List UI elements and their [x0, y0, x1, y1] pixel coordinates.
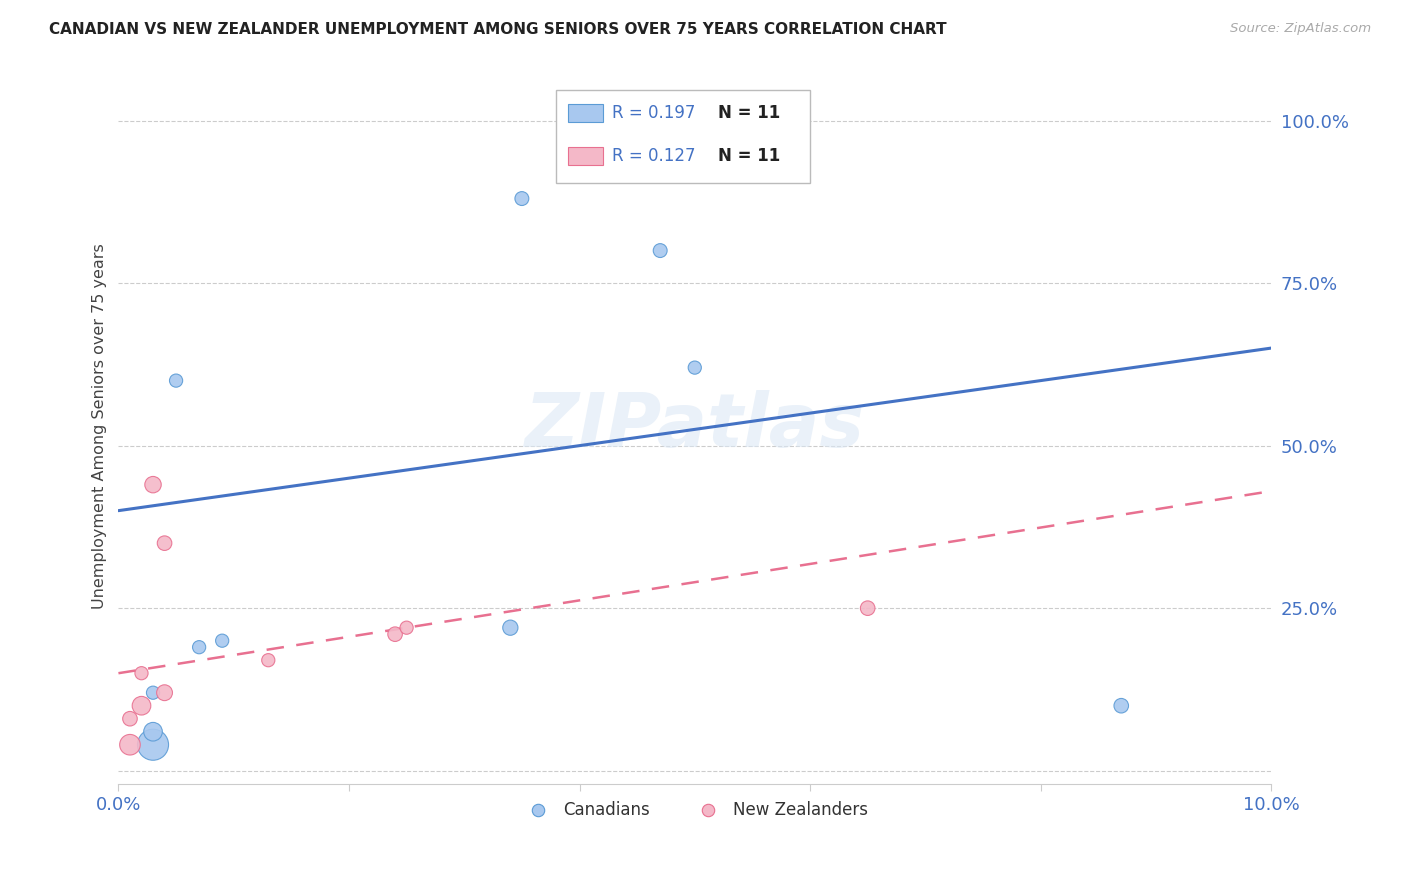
Point: [499, 621, 522, 635]
Point: [153, 686, 176, 700]
Point: [650, 244, 672, 258]
Point: [384, 627, 406, 641]
Point: [395, 621, 418, 635]
Text: N = 11: N = 11: [718, 103, 780, 122]
FancyBboxPatch shape: [557, 90, 810, 183]
Point: [131, 698, 153, 713]
Point: [142, 686, 165, 700]
Point: [188, 640, 211, 655]
Point: [211, 633, 233, 648]
Text: Source: ZipAtlas.com: Source: ZipAtlas.com: [1230, 22, 1371, 36]
Point: [257, 653, 280, 667]
FancyBboxPatch shape: [568, 147, 603, 165]
Point: [683, 360, 706, 375]
Point: [510, 192, 533, 206]
Point: [118, 712, 141, 726]
Point: [142, 477, 165, 491]
Point: [1109, 698, 1132, 713]
Y-axis label: Unemployment Among Seniors over 75 years: Unemployment Among Seniors over 75 years: [93, 244, 107, 609]
Point: [153, 536, 176, 550]
Text: R = 0.197: R = 0.197: [612, 103, 695, 122]
Point: [165, 374, 187, 388]
Point: [131, 666, 153, 681]
Text: ZIPatlas: ZIPatlas: [524, 390, 865, 463]
Text: CANADIAN VS NEW ZEALANDER UNEMPLOYMENT AMONG SENIORS OVER 75 YEARS CORRELATION C: CANADIAN VS NEW ZEALANDER UNEMPLOYMENT A…: [49, 22, 946, 37]
FancyBboxPatch shape: [568, 104, 603, 122]
Legend: Canadians, New Zealanders: Canadians, New Zealanders: [515, 794, 875, 825]
Point: [118, 738, 141, 752]
Text: R = 0.127: R = 0.127: [612, 147, 696, 165]
Point: [856, 601, 879, 615]
Point: [142, 738, 165, 752]
Text: N = 11: N = 11: [718, 147, 780, 165]
Point: [142, 724, 165, 739]
